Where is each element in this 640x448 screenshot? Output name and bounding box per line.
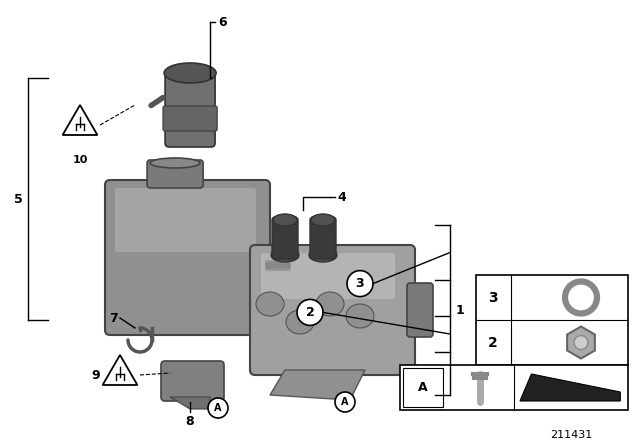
Text: 10: 10 bbox=[72, 155, 88, 165]
Text: A: A bbox=[214, 403, 221, 413]
Ellipse shape bbox=[256, 292, 284, 316]
FancyBboxPatch shape bbox=[403, 368, 443, 407]
Text: A: A bbox=[418, 381, 428, 394]
Ellipse shape bbox=[164, 63, 216, 83]
Polygon shape bbox=[170, 397, 210, 409]
Ellipse shape bbox=[346, 304, 374, 328]
Circle shape bbox=[574, 336, 588, 349]
Polygon shape bbox=[270, 370, 365, 400]
Text: 2: 2 bbox=[306, 306, 314, 319]
Polygon shape bbox=[520, 374, 620, 401]
Ellipse shape bbox=[150, 158, 200, 168]
Text: 9: 9 bbox=[92, 369, 100, 382]
Text: A: A bbox=[341, 397, 349, 407]
FancyBboxPatch shape bbox=[161, 361, 224, 401]
Circle shape bbox=[297, 299, 323, 325]
Text: 7: 7 bbox=[109, 311, 118, 324]
FancyBboxPatch shape bbox=[261, 253, 395, 299]
Ellipse shape bbox=[311, 214, 335, 226]
Ellipse shape bbox=[286, 310, 314, 334]
FancyBboxPatch shape bbox=[476, 275, 628, 365]
Text: 4: 4 bbox=[337, 190, 346, 203]
Text: 211431: 211431 bbox=[550, 430, 592, 440]
Circle shape bbox=[347, 271, 373, 297]
FancyBboxPatch shape bbox=[163, 106, 217, 131]
FancyBboxPatch shape bbox=[272, 217, 298, 259]
Text: 3: 3 bbox=[488, 290, 498, 305]
FancyBboxPatch shape bbox=[147, 160, 203, 188]
Circle shape bbox=[208, 398, 228, 418]
Text: 2: 2 bbox=[488, 336, 498, 349]
Ellipse shape bbox=[309, 248, 337, 262]
FancyBboxPatch shape bbox=[250, 245, 415, 375]
Text: 1: 1 bbox=[456, 303, 465, 316]
FancyBboxPatch shape bbox=[310, 217, 336, 259]
FancyBboxPatch shape bbox=[165, 69, 215, 147]
Ellipse shape bbox=[316, 292, 344, 316]
Circle shape bbox=[335, 392, 355, 412]
Text: 8: 8 bbox=[186, 415, 195, 428]
Text: 5: 5 bbox=[14, 193, 23, 206]
FancyBboxPatch shape bbox=[400, 365, 628, 410]
Polygon shape bbox=[567, 327, 595, 358]
Text: 3: 3 bbox=[356, 277, 364, 290]
FancyBboxPatch shape bbox=[105, 180, 270, 335]
FancyBboxPatch shape bbox=[115, 188, 256, 252]
Text: 6: 6 bbox=[218, 16, 227, 29]
Ellipse shape bbox=[271, 248, 299, 262]
FancyBboxPatch shape bbox=[407, 283, 433, 337]
Ellipse shape bbox=[273, 214, 297, 226]
